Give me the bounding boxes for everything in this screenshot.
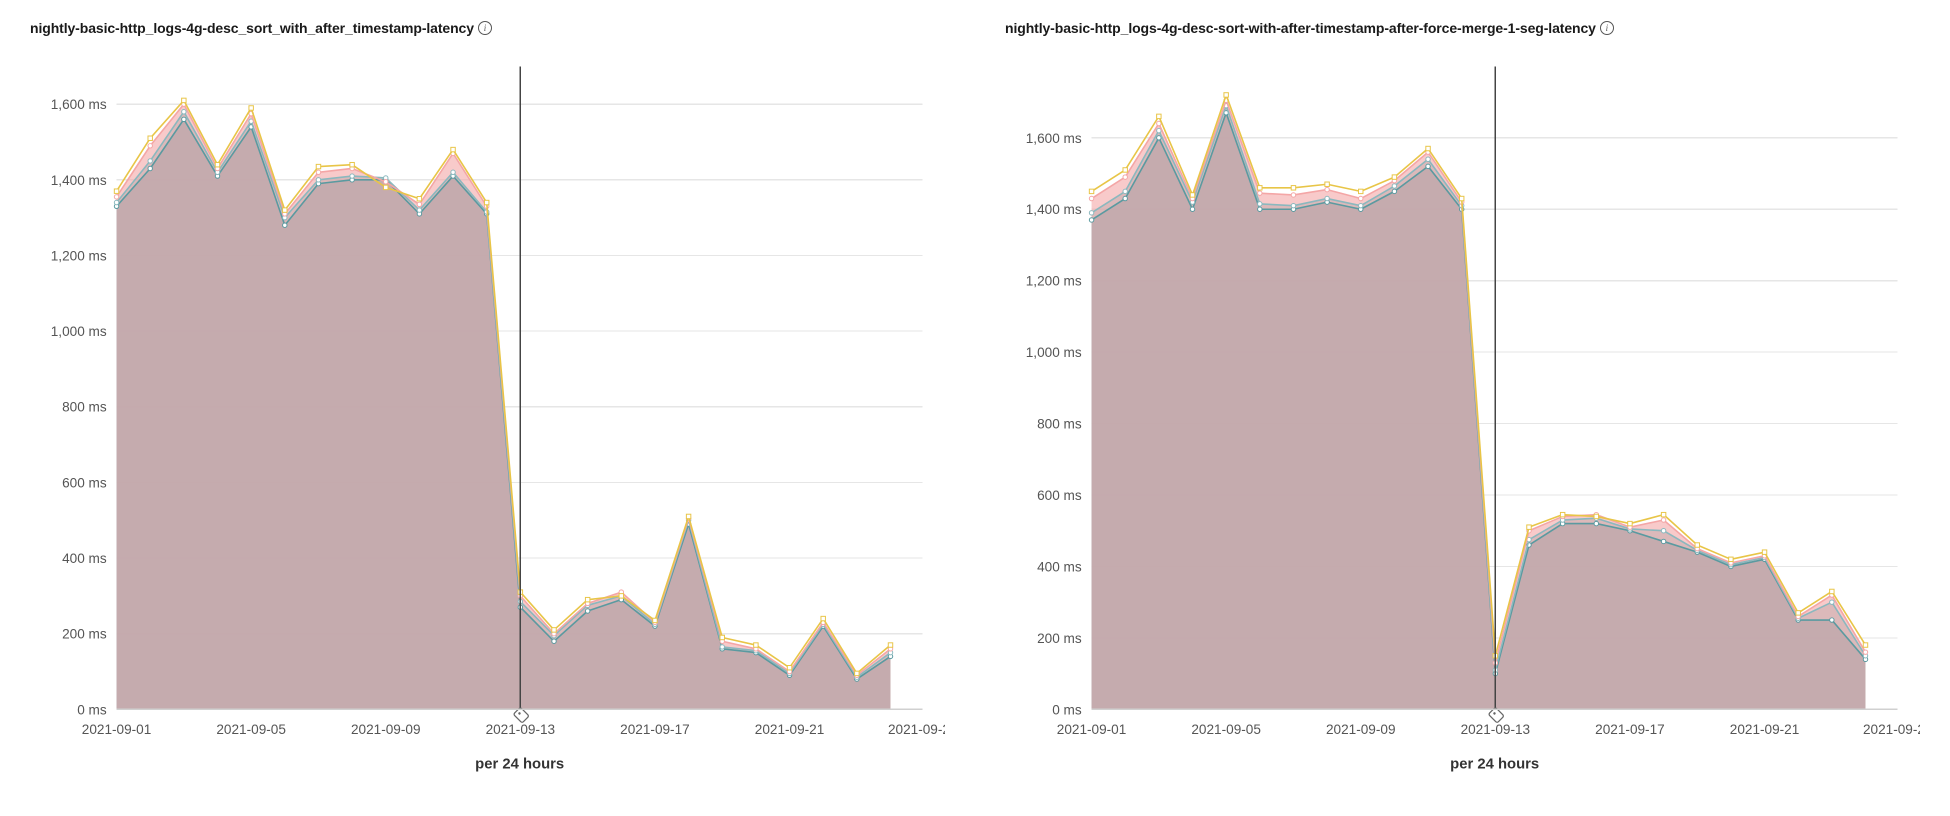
svg-text:1,200 ms: 1,200 ms <box>1026 274 1082 289</box>
svg-text:200 ms: 200 ms <box>62 627 107 642</box>
chart-title-text-1: nightly-basic-http_logs-4g-desc-sort-wit… <box>1005 20 1596 36</box>
svg-text:1,000 ms: 1,000 ms <box>51 324 107 339</box>
svg-text:2021-09-01: 2021-09-01 <box>1057 722 1127 737</box>
svg-text:2021-09-21: 2021-09-21 <box>1730 722 1800 737</box>
svg-text:600 ms: 600 ms <box>62 475 107 490</box>
svg-text:2021-09-25: 2021-09-25 <box>1863 722 1920 737</box>
svg-text:2021-09-25: 2021-09-25 <box>888 722 945 737</box>
svg-text:per 24 hours: per 24 hours <box>1450 757 1539 773</box>
plot-wrap-0: 0 ms 200 ms 400 ms 600 ms 800 ms 1,000 ms 1,20… <box>30 54 945 796</box>
svg-text:2021-09-09: 2021-09-09 <box>351 722 421 737</box>
chart-panel-0: nightly-basic-http_logs-4g-desc_sort_wit… <box>30 20 945 796</box>
svg-text:2021-09-05: 2021-09-05 <box>216 722 286 737</box>
chart-title-text-0: nightly-basic-http_logs-4g-desc_sort_wit… <box>30 20 474 36</box>
svg-text:800 ms: 800 ms <box>1037 417 1082 432</box>
svg-text:1,000 ms: 1,000 ms <box>1026 345 1082 360</box>
info-icon[interactable]: i <box>1600 21 1614 35</box>
svg-text:2021-09-13: 2021-09-13 <box>1461 722 1531 737</box>
svg-text:400 ms: 400 ms <box>1037 559 1082 574</box>
svg-text:0 ms: 0 ms <box>1052 702 1082 717</box>
svg-text:1,200 ms: 1,200 ms <box>51 248 107 263</box>
info-icon[interactable]: i <box>478 21 492 35</box>
svg-text:1,600 ms: 1,600 ms <box>51 97 107 112</box>
svg-text:2021-09-13: 2021-09-13 <box>486 722 556 737</box>
charts-row: nightly-basic-http_logs-4g-desc_sort_wit… <box>30 20 1920 796</box>
svg-text:200 ms: 200 ms <box>1037 631 1082 646</box>
svg-text:1,400 ms: 1,400 ms <box>1026 202 1082 217</box>
plot-wrap-1: 0 ms 200 ms 400 ms 600 ms 800 ms 1,000 ms 1,20… <box>1005 54 1920 796</box>
svg-text:1,400 ms: 1,400 ms <box>51 173 107 188</box>
svg-text:0 ms: 0 ms <box>77 702 107 717</box>
chart-svg-1: 0 ms 200 ms 400 ms 600 ms 800 ms 1,000 ms 1,20… <box>1005 54 1920 796</box>
svg-text:800 ms: 800 ms <box>62 400 107 415</box>
svg-text:2021-09-09: 2021-09-09 <box>1326 722 1396 737</box>
svg-text:600 ms: 600 ms <box>1037 488 1082 503</box>
svg-text:2021-09-17: 2021-09-17 <box>1595 722 1665 737</box>
chart-svg-0: 0 ms 200 ms 400 ms 600 ms 800 ms 1,000 ms 1,20… <box>30 54 945 796</box>
svg-text:per 24 hours: per 24 hours <box>475 757 564 773</box>
svg-text:2021-09-01: 2021-09-01 <box>82 722 152 737</box>
svg-text:2021-09-21: 2021-09-21 <box>755 722 825 737</box>
svg-text:2021-09-05: 2021-09-05 <box>1191 722 1261 737</box>
svg-text:1,600 ms: 1,600 ms <box>1026 131 1082 146</box>
chart-panel-1: nightly-basic-http_logs-4g-desc-sort-wit… <box>1005 20 1920 796</box>
svg-text:400 ms: 400 ms <box>62 551 107 566</box>
chart-title-1: nightly-basic-http_logs-4g-desc-sort-wit… <box>1005 20 1920 36</box>
svg-text:2021-09-17: 2021-09-17 <box>620 722 690 737</box>
chart-title-0: nightly-basic-http_logs-4g-desc_sort_wit… <box>30 20 945 36</box>
